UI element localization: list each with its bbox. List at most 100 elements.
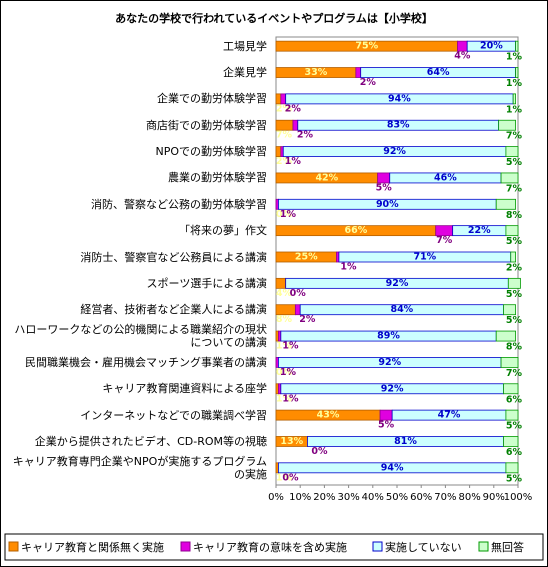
category-label: 企業から提供されたビデオ、CD-ROM等の視聴 — [34, 434, 267, 448]
value-label: 5% — [378, 420, 395, 431]
value-label: 7% — [506, 183, 523, 194]
value-label: 92% — [386, 278, 409, 289]
category-label: NPOでの勤労体験学習 — [155, 145, 267, 159]
bar-segment — [500, 172, 519, 184]
x-tick-label: 40% — [362, 492, 384, 503]
value-label: 46% — [434, 172, 457, 183]
value-label: 1% — [276, 393, 293, 404]
value-label: 8% — [506, 342, 523, 353]
value-label: 13% — [280, 436, 303, 447]
value-label: 8% — [276, 314, 293, 325]
category-label: ハローワークなどの公的機関による職業紹介の現状についての講演 — [14, 323, 267, 350]
value-label: 1% — [282, 393, 299, 404]
value-label: 7% — [276, 130, 293, 141]
value-label: 1% — [506, 104, 523, 115]
value-label: 1% — [282, 341, 299, 352]
category-label: 農業の勤労体験学習 — [168, 171, 267, 185]
value-label: 2% — [276, 156, 293, 167]
value-label: 20% — [480, 41, 503, 52]
bar-segment — [515, 40, 519, 52]
legend-label: 実施していない — [385, 541, 462, 554]
value-label: 5% — [506, 236, 523, 247]
value-label: 0% — [282, 472, 299, 483]
bar-segment — [275, 146, 282, 157]
legend-label: 無回答 — [491, 541, 524, 554]
value-label: 4% — [454, 51, 471, 62]
value-label: 89% — [377, 331, 400, 342]
bar-segment — [275, 93, 282, 105]
value-label: 2% — [276, 103, 293, 114]
category-label: 商店街での勤労体験学習 — [146, 118, 267, 132]
bar-segment — [435, 225, 454, 237]
bar-segment — [377, 172, 391, 184]
category-label: キャリア教育関連資料による座学 — [102, 382, 267, 396]
legend-box — [4, 533, 544, 561]
category-label: キャリア教育専門企業やNPOが実施するプログラムの実施 — [12, 454, 267, 481]
value-label: 25% — [295, 252, 318, 263]
value-label: 33% — [305, 67, 328, 78]
category-label: 工場見学 — [223, 39, 267, 53]
value-label: 0% — [311, 446, 328, 457]
x-tick-label: 100% — [504, 492, 533, 503]
value-label: 5% — [376, 182, 393, 193]
category-label: 企業での勤労体験学習 — [157, 92, 267, 106]
bar-segment — [515, 67, 519, 78]
bar-segment — [355, 67, 362, 78]
bar-segment — [495, 330, 516, 342]
bar-segment — [379, 409, 393, 421]
legend-label: キャリア教育の意味を含め実施 — [193, 541, 347, 554]
category-label: インターネットなどでの職業調べ学習 — [80, 408, 267, 422]
value-label: 2% — [299, 314, 316, 325]
value-label: 22% — [468, 225, 491, 236]
bar-segment — [505, 146, 519, 157]
value-label: 2% — [297, 130, 314, 141]
bar-segment — [503, 436, 519, 447]
value-label: 6% — [506, 447, 523, 458]
value-label: 7% — [506, 131, 523, 142]
value-label: 5% — [506, 289, 523, 300]
value-label: 2% — [506, 263, 523, 274]
value-label: 1% — [506, 52, 523, 63]
value-label: 1% — [340, 262, 357, 273]
value-label: 1% — [285, 156, 302, 167]
value-label: 81% — [394, 436, 417, 447]
category-label: 消防士、警察官など公務員による講演 — [80, 250, 267, 264]
legend-swatch — [478, 541, 489, 552]
value-label: 5% — [506, 421, 523, 432]
value-label: 64% — [427, 67, 450, 78]
bar-segment — [280, 93, 287, 105]
value-label: 42% — [315, 172, 338, 183]
category-label: スポーツ選手による講演 — [146, 276, 267, 290]
value-label: 92% — [381, 383, 404, 394]
value-label: 6% — [506, 394, 523, 405]
value-label: 5% — [506, 315, 523, 326]
value-label: 7% — [436, 235, 453, 246]
bar-segment — [500, 357, 519, 368]
value-label: 83% — [387, 120, 410, 131]
value-label: 92% — [383, 146, 406, 157]
bar-segment — [498, 119, 516, 131]
x-tick-label: 50% — [386, 492, 408, 503]
value-label: 1% — [506, 78, 523, 89]
category-label: 経営者、技術者など企業人による講演 — [80, 303, 267, 317]
legend-swatch — [8, 541, 19, 552]
legend-label: キャリア教育と関係無く実施 — [21, 541, 164, 554]
value-label: 8% — [506, 210, 523, 221]
value-label: 1% — [280, 367, 297, 378]
value-label: 94% — [388, 93, 411, 104]
value-label: 0% — [276, 209, 293, 220]
value-label: 0% — [276, 367, 293, 378]
value-label: 43% — [317, 410, 340, 421]
bar-segment — [292, 119, 299, 131]
bar-segment — [505, 225, 519, 237]
x-tick-label: 30% — [337, 492, 359, 503]
x-tick-label: 20% — [313, 492, 335, 503]
x-tick-label: 80% — [458, 492, 480, 503]
bar-segment — [512, 93, 516, 105]
chart-title: あなたの学校で行われているイベントやプログラムは【小学校】 — [115, 11, 433, 25]
bar-segment — [507, 277, 521, 289]
x-tick-label: 0% — [268, 492, 284, 503]
